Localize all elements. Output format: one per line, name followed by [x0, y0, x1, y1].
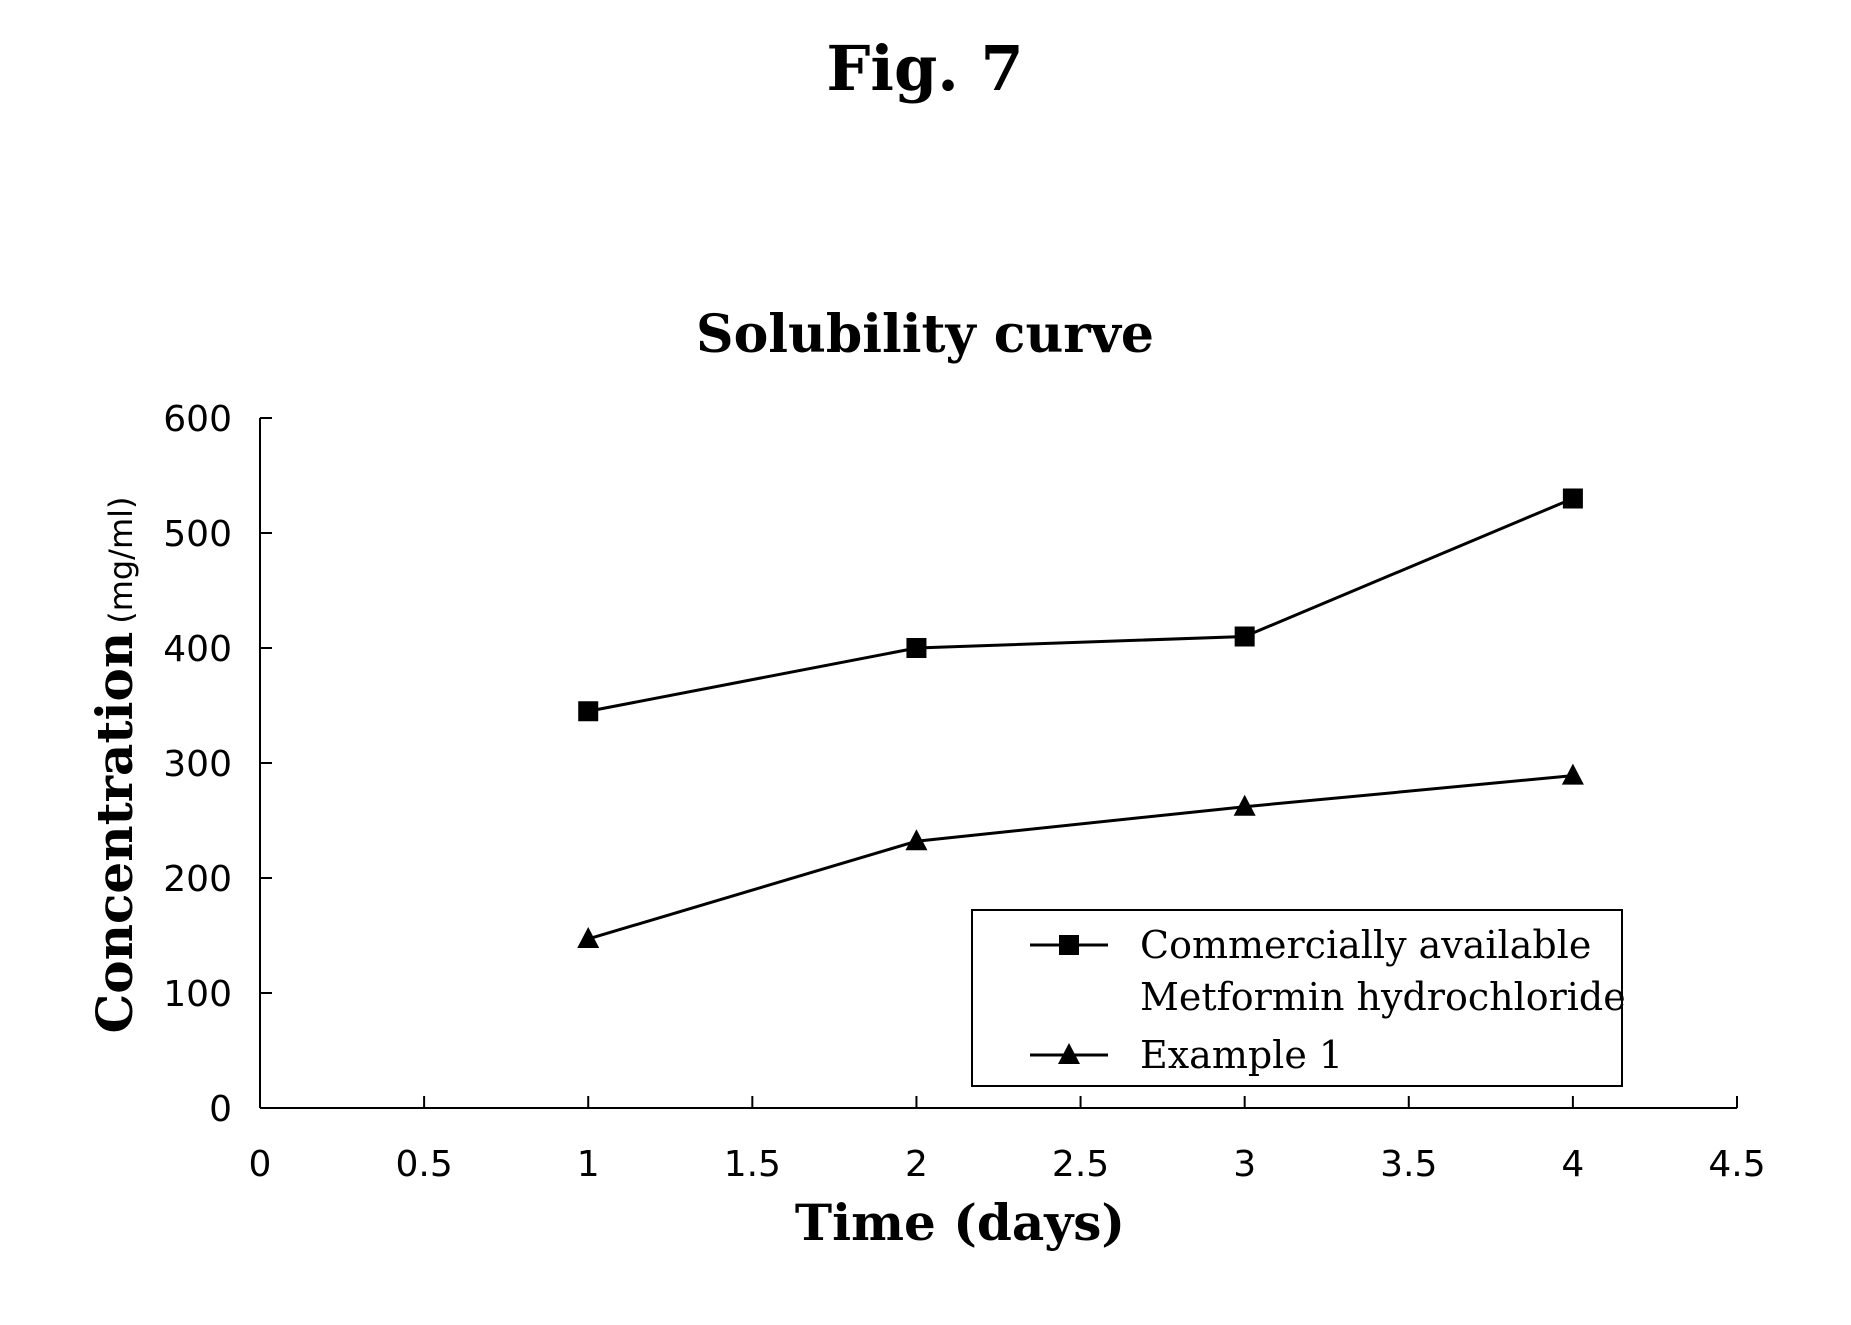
- x-axis-title: Time (days): [795, 1193, 1125, 1252]
- data-point-marker: [906, 638, 926, 658]
- svg-text:Concentration(mg/ml): Concentration (mg/ml): [85, 496, 144, 1033]
- legend-label: Commercially available: [1140, 923, 1591, 967]
- data-point-marker: [1562, 764, 1584, 785]
- y-tick-label: 100: [163, 974, 232, 1015]
- legend-marker: [1059, 935, 1079, 955]
- x-tick-label: 1: [577, 1144, 600, 1185]
- x-tick-label: 3.5: [1380, 1144, 1437, 1185]
- y-tick-label: 0: [209, 1089, 232, 1130]
- x-tick-label: 0: [249, 1144, 272, 1185]
- figure-label: Fig. 7: [826, 32, 1023, 105]
- x-tick-label: 2.5: [1052, 1144, 1109, 1185]
- y-axis-unit: (mg/ml): [102, 496, 140, 623]
- chart-title: Solubility curve: [696, 304, 1154, 365]
- chart-figure: Fig. 7 Solubility curve 0 100 200 300 400 500…: [0, 0, 1851, 1320]
- data-point-marker: [1235, 627, 1255, 647]
- series-line: [588, 499, 1573, 712]
- series-1: [578, 489, 1583, 722]
- series-layer: [577, 489, 1584, 948]
- x-tick-label: 4.5: [1708, 1144, 1765, 1185]
- y-axis-title: Concentration: [85, 632, 144, 1034]
- y-axis-ticks: 0 100 200 300 400 500 600: [163, 399, 272, 1130]
- x-axis-ticks: 0 0.5 1 1.5 2 2.5 3 3.5 4 4.5: [249, 1096, 1766, 1185]
- data-point-marker: [1563, 489, 1583, 509]
- y-axis-title-group: Concentration (mg/ml): [85, 496, 144, 1033]
- x-tick-label: 2: [905, 1144, 928, 1185]
- data-point-marker: [578, 701, 598, 721]
- x-tick-label: 0.5: [395, 1144, 452, 1185]
- y-tick-label: 400: [163, 629, 232, 670]
- y-tick-label: 200: [163, 859, 232, 900]
- y-tick-label: 500: [163, 514, 232, 555]
- x-tick-label: 4: [1561, 1144, 1584, 1185]
- y-tick-label: 300: [163, 744, 232, 785]
- x-tick-label: 3: [1233, 1144, 1256, 1185]
- legend-label: Metformin hydrochloride: [1140, 975, 1626, 1019]
- y-tick-label: 600: [163, 399, 232, 440]
- chart-svg: Fig. 7 Solubility curve 0 100 200 300 400 500…: [0, 0, 1851, 1320]
- legend-label: Example 1: [1140, 1033, 1343, 1077]
- legend: Commercially available Metformin hydrochl…: [972, 910, 1626, 1086]
- x-tick-label: 1.5: [724, 1144, 781, 1185]
